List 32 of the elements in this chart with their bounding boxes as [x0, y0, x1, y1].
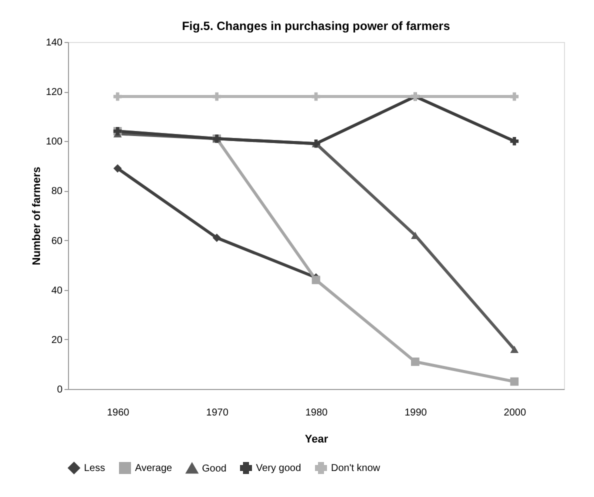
point	[510, 346, 519, 353]
legend-label: Less	[84, 463, 106, 474]
point	[510, 377, 519, 386]
y-tick-label: 140	[46, 38, 63, 48]
y-tick-label: 20	[51, 334, 63, 346]
x-axis-title: Year	[304, 434, 329, 446]
y-tick-label: 60	[51, 236, 63, 247]
y-tick-label: 40	[51, 285, 63, 296]
point	[312, 276, 320, 284]
y-tick-label: 100	[46, 136, 63, 148]
x-tick-label: 1970	[206, 408, 229, 418]
x-tick-label: 1990	[404, 408, 428, 418]
y-tick-label: 0	[56, 384, 63, 396]
x-tick-label: 1960	[106, 408, 130, 418]
chart-title: Fig.5. Changes in purchasing power of farmers	[182, 19, 450, 33]
y-tick-label: 120	[46, 87, 63, 98]
point	[212, 92, 221, 101]
point	[510, 136, 519, 146]
y-axis-title: Number of farmers	[30, 166, 43, 266]
y-tick-label: 80	[51, 186, 63, 198]
legend-label: Good	[202, 463, 226, 474]
point	[411, 358, 420, 366]
legend-label: Average	[135, 463, 173, 474]
legend-label: Very good	[256, 463, 302, 474]
point	[510, 92, 519, 101]
point	[113, 92, 122, 101]
x-tick-label: 1980	[305, 408, 328, 418]
x-tick-label: 2000	[504, 408, 526, 418]
point	[113, 164, 122, 173]
point	[212, 234, 221, 242]
point	[411, 232, 420, 239]
legend-label: Don't know	[331, 463, 381, 474]
